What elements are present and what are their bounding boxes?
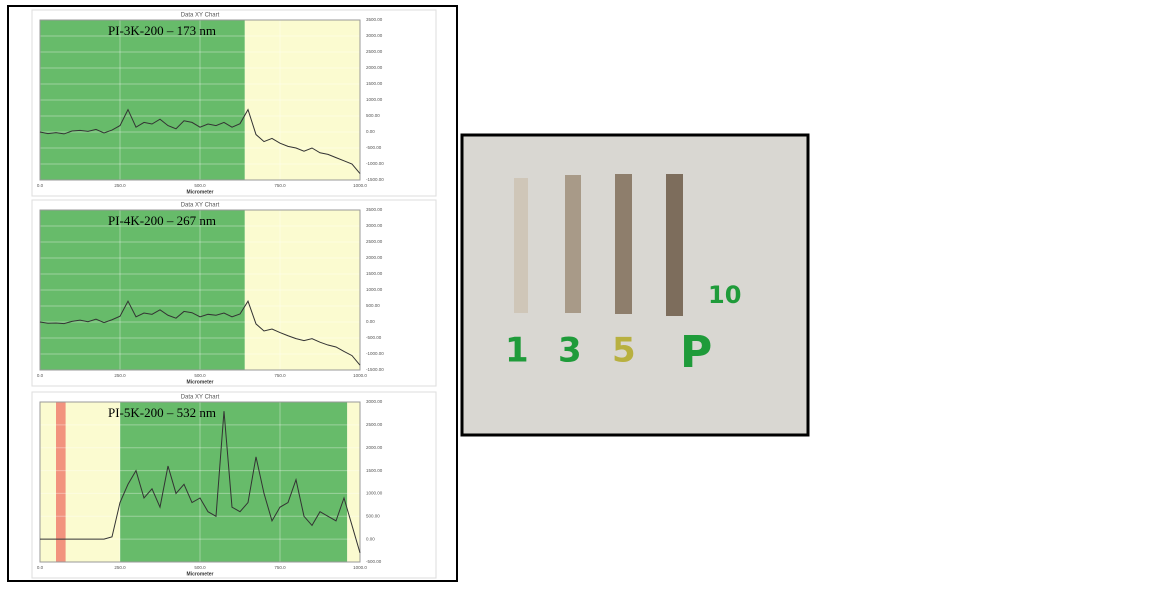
y-tick-label: 3500.00 [366,17,383,22]
x-tick-label: 250.0 [114,373,126,378]
photo-label: 5 [612,331,636,371]
x-tick-label: 1000.0 [353,565,367,570]
x-tick-label: 1000.0 [353,183,367,188]
chart-title: Data XY Chart [181,203,220,209]
y-tick-label: 1000.00 [366,491,383,496]
x-tick-label: 250.0 [114,565,126,570]
y-tick-label: 2500.00 [366,49,383,54]
region [120,402,347,562]
photo-label: 3 [558,331,582,371]
x-tick-label: 1000.0 [353,373,367,378]
x-axis-label: Micrometer [187,379,214,385]
x-tick-label: 750.0 [274,565,286,570]
y-tick-label: 3000.00 [366,223,383,228]
x-axis-label: Micrometer [187,189,214,195]
y-tick-label: -1500.00 [366,177,384,182]
y-tick-label: -1000.00 [366,351,384,356]
x-tick-label: 500.0 [194,183,206,188]
x-tick-label: 750.0 [274,373,286,378]
y-tick-label: 1500.00 [366,468,383,473]
photo-label: 10 [708,281,741,309]
figure: 1 3 5 P 10 3500.003000.002500.002000.001… [0,0,1154,585]
x-tick-label: 0.0 [37,373,44,378]
y-tick-label: 3000.00 [366,33,383,38]
annotation: PI-4K-200 – 267 nm [108,213,216,228]
y-tick-label: -500.00 [366,559,382,564]
y-tick-label: -1000.00 [366,161,384,166]
x-tick-label: 500.0 [194,373,206,378]
chart-title: Data XY Chart [181,13,220,19]
y-tick-label: 2000.00 [366,65,383,70]
y-tick-label: 1500.00 [366,81,383,86]
annotation: PI-5K-200 – 532 nm [108,405,216,420]
annotation: PI-3K-200 – 173 nm [108,23,216,38]
y-tick-label: 0.00 [366,319,375,324]
strip [514,178,528,313]
y-tick-label: 0.00 [366,536,375,541]
photo-label: 1 [505,331,529,371]
strip [666,174,683,316]
y-tick-label: 2000.00 [366,445,383,450]
y-tick-label: 1000.00 [366,97,383,102]
y-tick-label: 3500.00 [366,207,383,212]
x-tick-label: 250.0 [114,183,126,188]
y-tick-label: 500.00 [366,513,380,518]
photo: 1 3 5 P 10 [462,135,808,435]
y-tick-label: 500.00 [366,303,380,308]
x-tick-label: 0.0 [37,183,44,188]
y-tick-label: -1500.00 [366,367,384,372]
strip [565,175,581,313]
y-tick-label: 1000.00 [366,287,383,292]
photo-frame [462,135,808,435]
y-tick-label: 2000.00 [366,255,383,260]
page: 1 3 5 P 10 3500.003000.002500.002000.001… [0,0,1154,590]
region [56,402,66,562]
y-tick-label: 2500.00 [366,422,383,427]
y-tick-label: -500.00 [366,145,382,150]
y-tick-label: 2500.00 [366,239,383,244]
x-tick-label: 500.0 [194,565,206,570]
x-axis-label: Micrometer [187,571,214,577]
y-tick-label: 500.00 [366,113,380,118]
x-tick-label: 0.0 [37,565,44,570]
y-tick-label: 1500.00 [366,271,383,276]
x-tick-label: 750.0 [274,183,286,188]
region [347,402,360,562]
photo-label: P [680,327,712,378]
y-tick-label: -500.00 [366,335,382,340]
chart-title: Data XY Chart [181,395,220,401]
y-tick-label: 3000.00 [366,399,383,404]
strip [615,174,632,314]
y-tick-label: 0.00 [366,129,375,134]
